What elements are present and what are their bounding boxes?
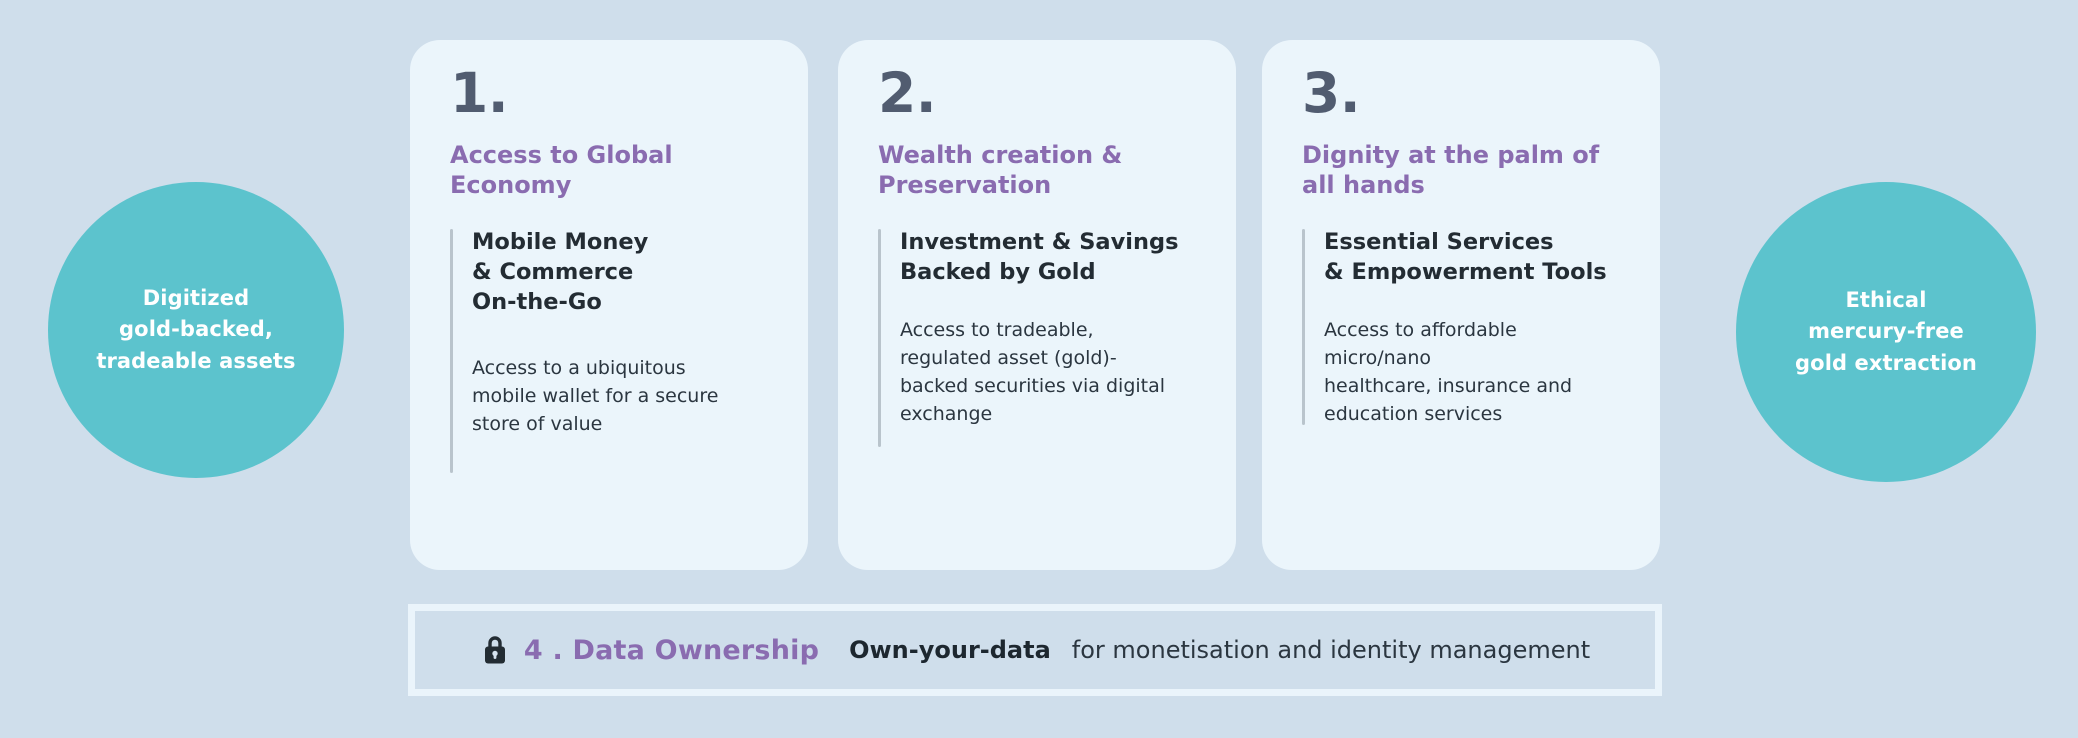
data-ownership-banner: 4 . Data Ownership Own-your-data for mon… [408,604,1662,696]
card-1-number: 1. [450,61,509,125]
pillar-card-1: 1. Access to Global Economy Mobile Money… [410,40,808,570]
right-circle-text: Ethical mercury-free gold extraction [1795,288,1977,375]
lock-icon [480,633,510,667]
card-3-title: Dignity at the palm of all hands [1302,141,1600,199]
card-1-body-heading: Mobile Money & Commerce On-the-Go [472,228,649,315]
pillar-card-3: 3. Dignity at the palm of all hands Esse… [1262,40,1660,570]
card-1-body-text: Access to a ubiquitous mobile wallet for… [472,356,719,435]
card-3-body-text: Access to affordable micro/nano healthca… [1324,318,1573,425]
data-ownership-label: 4 . Data Ownership [523,634,820,666]
right-circle-badge: Ethical mercury-free gold extraction [1736,182,2036,482]
card-3-body: Essential Services & Empowerment Tools A… [1302,227,1620,429]
card-1-accent-bar [450,228,453,473]
card-2-accent-bar [878,228,881,447]
data-ownership-description: for monetisation and identity management [1071,636,1591,664]
data-ownership-banner-content: 4 . Data Ownership Own-your-data for mon… [480,633,1590,667]
left-circle-badge: Digitized gold-backed, tradeable assets [48,182,344,478]
card-2-body-text: Access to tradeable, regulated asset (go… [900,318,1166,425]
card-3-number: 3. [1302,61,1361,125]
pillar-card-2: 2. Wealth creation & Preservation Invest… [838,40,1236,570]
card-2-body: Investment & Savings Backed by Gold Acce… [878,227,1196,447]
card-2-title: Wealth creation & Preservation [878,141,1123,199]
left-circle-text: Digitized gold-backed, tradeable assets [96,286,296,373]
card-2-number: 2. [878,61,937,125]
card-2-body-heading: Investment & Savings Backed by Gold [900,228,1179,285]
card-1-body: Mobile Money & Commerce On-the-Go Access… [450,227,768,473]
card-3-accent-bar [1302,228,1305,425]
own-your-data-text: Own-your-data [849,636,1051,664]
card-1-title: Access to Global Economy [450,141,673,199]
card-3-body-heading: Essential Services & Empowerment Tools [1324,228,1607,285]
